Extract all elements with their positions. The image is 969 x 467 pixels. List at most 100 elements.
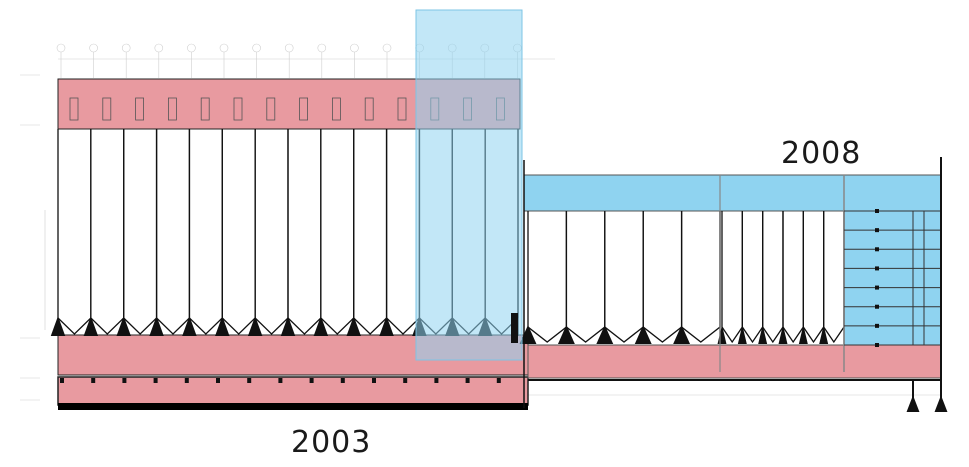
roof-window [233,97,243,121]
b2003-bay [254,129,289,335]
grid-axis-marker [252,43,261,53]
foundation-mark [278,378,283,383]
roof-window [102,97,112,121]
b2003-bay [188,129,223,335]
b2008b-bay-triangle [798,325,808,344]
blue-overlay-column [415,9,523,361]
b2003-bay-triangle [313,316,329,336]
foundation-band-2003 [57,376,529,406]
grid-axis-marker [317,43,327,53]
building-2008 [519,157,948,412]
foundation-mark [403,378,408,383]
foundation-mark [496,378,501,383]
b2003-bay [320,129,355,335]
roof-window [331,97,341,121]
foundation-mark [60,378,64,383]
b2008b-bay [782,211,804,344]
shelf-bracket [875,247,879,252]
foundation-mark [372,378,376,383]
roof-band-2008 [523,174,942,212]
b2008b-bay-triangle [737,325,747,344]
foundation-mark [247,378,252,383]
b2003-bay-triangle [379,316,394,336]
ground-slab-2003 [58,403,528,410]
foundation-mark [91,378,96,383]
b2003-bay-triangle [83,316,99,336]
roof-window [135,97,145,121]
b2008b-bay [741,211,764,344]
b2003-bay-triangle [50,316,66,336]
b2003-bay-triangle [280,316,296,336]
b2003-bay-triangle [182,316,197,336]
foundation-mark [122,378,127,383]
b2003-bay [57,129,92,335]
roof-window [266,97,276,121]
b2008a-bay-triangle [557,325,575,344]
roof-window [167,97,177,121]
b2008b-bay-triangle [758,325,768,344]
b2003-bay [287,129,322,335]
grid-axis-marker [89,43,98,53]
shelf-bracket [875,343,879,347]
shelf-bracket [875,228,879,233]
b2008a-bay [642,211,683,343]
roof-window [364,97,374,121]
b2003-bay [353,129,388,335]
foundation-mark [153,378,158,383]
shelf-bracket [875,266,879,271]
shelf-bracket [875,285,879,290]
shelving-block-2008 [843,210,942,346]
b2008a-bay [604,211,644,343]
roof-window [69,97,79,121]
b2003-bay [90,129,125,335]
b2003-bay [123,129,158,335]
grid-axis-marker [219,43,229,53]
b2008b-bay [721,211,743,344]
b2008a-bay-triangle [634,325,652,344]
b2008a-bay-triangle [673,325,691,344]
roof-window [397,97,407,121]
b2008b-bay-triangle [778,325,788,344]
b2008a-bay [680,211,721,343]
b2003-bay-triangle [247,316,263,336]
b2008a-bay-triangle [596,325,614,344]
roof-window [299,97,309,121]
foundation-mark [216,378,220,383]
foundation-mark [465,378,470,383]
grid-axis-marker [154,43,164,53]
foundation-mark [340,378,345,383]
b2003-bay [155,129,191,335]
grid-axis-marker [350,43,359,53]
grid-axis-marker [56,43,66,53]
foundation-mark [184,378,189,383]
dark-post [511,313,518,343]
b2008b-bay [823,211,845,344]
b2008a-bay [527,211,568,343]
shelves-2008 [844,209,941,347]
b2008b-bay [762,211,784,344]
bays-2008 [519,160,845,408]
grid-axis-marker [284,43,294,53]
b2008b-bay-triangle [819,325,829,344]
b2003-bay-triangle [116,316,131,336]
year-label-2008: 2008 [781,136,862,171]
grid-axis-marker [187,43,196,53]
b2003-bay [385,129,421,335]
right-end-structure [906,157,948,412]
foundation-mark [309,378,314,383]
roof-window [200,97,210,121]
grid-axis-marker [382,43,392,53]
b2003-bay-triangle [149,316,164,336]
shelf-bracket [875,209,879,213]
b2003-bay-triangle [346,316,361,336]
b2008b-bay [802,211,825,344]
grid-axis-marker [121,43,131,53]
b2003-bay [221,129,256,335]
shelf-bracket [875,304,879,309]
base-band-2008 [527,344,942,379]
foundation-mark [434,378,439,383]
shelf-bracket [875,323,879,328]
b2003-bay-triangle [215,316,230,336]
b2008a-bay [565,211,606,343]
